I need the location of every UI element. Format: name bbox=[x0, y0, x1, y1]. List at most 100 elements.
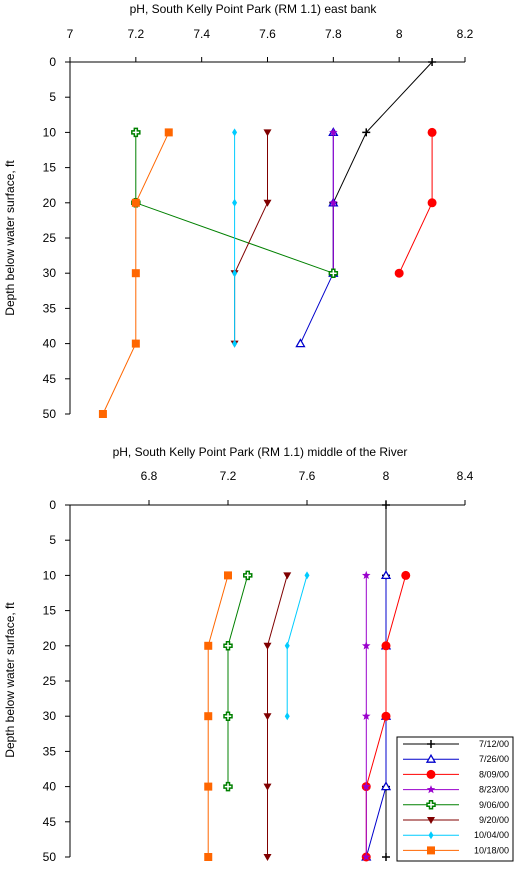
data-point bbox=[232, 269, 238, 278]
data-point bbox=[380, 570, 392, 580]
data-point bbox=[284, 641, 290, 650]
y-tick-label: 20 bbox=[43, 639, 57, 653]
legend-marker bbox=[428, 831, 434, 840]
data-point bbox=[329, 127, 338, 137]
y-tick-label: 0 bbox=[49, 498, 56, 512]
data-point bbox=[361, 782, 371, 791]
x-tick-label: 7.6 bbox=[299, 469, 316, 483]
x-tick-label: 8.2 bbox=[457, 27, 474, 41]
y-tick-label: 45 bbox=[43, 815, 57, 829]
data-point bbox=[98, 410, 107, 418]
x-tick-label: 7.8 bbox=[325, 27, 342, 41]
data-point bbox=[381, 711, 391, 721]
y-tick-label: 5 bbox=[49, 90, 56, 104]
y-axis-label: Depth below water surface, ft bbox=[3, 160, 17, 316]
chart-title: pH, South Kelly Point Park (RM 1.1) east… bbox=[130, 2, 378, 16]
legend-box bbox=[396, 736, 514, 862]
series-10-18-00 bbox=[204, 571, 232, 861]
y-tick-label: 15 bbox=[43, 604, 57, 618]
legend-label: 8/09/00 bbox=[479, 769, 509, 779]
y-tick-label: 30 bbox=[43, 709, 57, 723]
data-point bbox=[263, 129, 272, 137]
y-tick-label: 0 bbox=[49, 55, 56, 69]
data-point bbox=[204, 782, 213, 791]
legend-label: 7/12/00 bbox=[479, 739, 509, 749]
data-point bbox=[204, 712, 213, 721]
legend-marker bbox=[427, 740, 435, 748]
y-axis-label: Depth below water surface, ft bbox=[3, 602, 17, 758]
legend-label: 9/20/00 bbox=[479, 815, 509, 825]
legend-marker bbox=[425, 753, 437, 763]
data-point bbox=[263, 783, 272, 791]
panel-middle-river: pH, South Kelly Point Park (RM 1.1) midd… bbox=[3, 445, 514, 864]
y-tick-label: 50 bbox=[43, 407, 57, 421]
data-point bbox=[164, 128, 173, 137]
series-9-20-00 bbox=[263, 572, 292, 861]
plot-area bbox=[98, 58, 437, 418]
x-tick-label: 7.2 bbox=[127, 27, 144, 41]
x-tick-label: 8 bbox=[396, 27, 403, 41]
series-10-04-00 bbox=[284, 571, 310, 721]
data-point bbox=[382, 853, 390, 861]
chart-title: pH, South Kelly Point Park (RM 1.1) midd… bbox=[113, 445, 408, 459]
data-point bbox=[304, 571, 310, 580]
axes: 6.8 7.2 7.6 8 8.4 0 5 10 15 20 25 30 35 40 45 50 bbox=[43, 469, 474, 864]
y-tick-label: 15 bbox=[43, 161, 57, 175]
legend-marker bbox=[427, 846, 435, 855]
data-point bbox=[427, 127, 437, 137]
y-tick-label: 20 bbox=[43, 196, 57, 210]
data-point bbox=[232, 198, 238, 207]
data-point bbox=[361, 711, 371, 720]
plot-area bbox=[204, 501, 411, 862]
x-tick-label: 7.6 bbox=[259, 27, 276, 41]
x-tick-label: 7.4 bbox=[193, 27, 210, 41]
series-line bbox=[227, 575, 249, 787]
data-point bbox=[131, 127, 141, 138]
data-point bbox=[361, 852, 371, 861]
x-tick-label: 8.4 bbox=[457, 469, 474, 483]
y-tick-label: 35 bbox=[43, 301, 57, 315]
y-tick-label: 35 bbox=[43, 744, 57, 758]
y-tick-label: 50 bbox=[43, 850, 57, 864]
data-point bbox=[283, 572, 292, 580]
data-point bbox=[223, 641, 233, 651]
x-tick-label: 7.2 bbox=[220, 469, 237, 483]
data-point bbox=[243, 570, 253, 581]
data-point bbox=[232, 339, 238, 348]
data-point bbox=[263, 854, 272, 861]
series-10-04-00 bbox=[232, 128, 238, 348]
y-tick-label: 5 bbox=[49, 533, 56, 547]
legend-label: 7/26/00 bbox=[479, 754, 509, 764]
data-point bbox=[131, 198, 140, 207]
data-point bbox=[382, 501, 390, 509]
y-tick-label: 10 bbox=[43, 125, 57, 139]
legend-label: 9/06/00 bbox=[479, 800, 509, 810]
panel-east-bank: pH, South Kelly Point Park (RM 1.1) east… bbox=[3, 2, 474, 421]
y-tick-label: 10 bbox=[43, 568, 57, 582]
data-point bbox=[427, 198, 437, 208]
data-point bbox=[263, 642, 272, 650]
y-tick-label: 30 bbox=[43, 266, 57, 280]
data-point bbox=[328, 268, 339, 278]
legend-marker bbox=[427, 817, 435, 824]
data-point bbox=[263, 199, 272, 207]
y-tick-label: 25 bbox=[43, 231, 57, 245]
legend-entry: 7/12/00 bbox=[403, 739, 509, 749]
data-point bbox=[401, 570, 411, 580]
legend-label: 8/23/00 bbox=[479, 785, 509, 795]
series-9-06-00 bbox=[223, 570, 253, 792]
legend-label: 10/18/00 bbox=[474, 845, 509, 855]
legend-entry: 10/04/00 bbox=[403, 830, 509, 840]
legend-label: 10/04/00 bbox=[474, 830, 509, 840]
data-point bbox=[232, 128, 238, 137]
data-point bbox=[380, 781, 392, 791]
legend-entry: 9/20/00 bbox=[403, 815, 509, 825]
data-point bbox=[284, 712, 290, 721]
series-8-23-00 bbox=[361, 570, 371, 861]
data-point bbox=[204, 641, 213, 650]
series-8-09-00 bbox=[394, 127, 437, 278]
data-point bbox=[223, 711, 233, 721]
legend-entry: 10/18/00 bbox=[403, 845, 509, 855]
